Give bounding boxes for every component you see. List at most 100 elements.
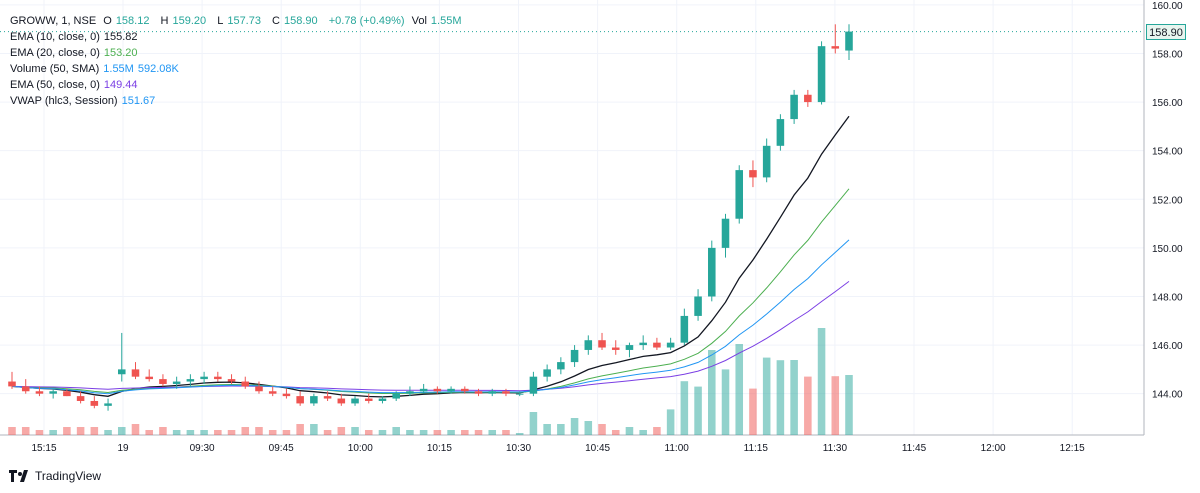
candle-body: [529, 376, 538, 394]
legend-change: +0.78 (+0.49%): [328, 15, 405, 27]
candle-body: [611, 347, 620, 350]
x-tick-label: 12:00: [981, 443, 1006, 454]
legend-close-value: 158.90: [284, 15, 318, 27]
legend-volume-sma[interactable]: Volume (50, SMA) 1.55M 592.08K: [10, 61, 470, 77]
volume-bar: [653, 427, 661, 435]
volume-bar: [543, 424, 551, 435]
volume-bar: [666, 409, 675, 435]
tradingview-logo-icon: [9, 470, 28, 482]
candle-body: [131, 369, 140, 377]
ema50-line: [11, 280, 850, 392]
volume-bar: [598, 424, 606, 435]
volume-bar: [35, 430, 44, 435]
candle-body: [200, 376, 208, 380]
volume-bar: [611, 430, 620, 435]
volume-bar: [159, 427, 167, 435]
candle-body: [268, 391, 277, 394]
candle-body: [323, 396, 332, 399]
ema10-line: [11, 115, 850, 398]
volume-bar: [378, 430, 387, 435]
candle-body: [419, 388, 428, 392]
legend-ema50[interactable]: EMA (50, close, 0) 149.44: [10, 77, 470, 93]
candle-body: [694, 296, 702, 316]
legend-open-label: O: [103, 15, 112, 27]
legend-volume-value: 1.55M: [430, 15, 462, 27]
candle-body: [639, 342, 647, 346]
legend-volume-label: Vol: [411, 15, 427, 27]
candle-body: [117, 369, 126, 375]
y-tick-label: 158.00: [1152, 49, 1183, 60]
candle-body: [378, 398, 387, 401]
volume-bar: [186, 430, 195, 435]
candle-body: [406, 391, 414, 394]
candle-body: [76, 396, 85, 401]
legend-volume-sma-value: 1.55M: [103, 63, 134, 75]
volume-bar: [227, 430, 236, 435]
candle-body: [364, 398, 373, 401]
x-tick-label: 10:45: [585, 443, 610, 454]
x-tick-label: 19: [117, 443, 129, 454]
candle-body: [762, 145, 771, 178]
legend-symbol[interactable]: GROWW, 1, NSE: [10, 15, 97, 27]
volume-bar: [282, 430, 291, 435]
volume-bar: [474, 430, 483, 435]
volume-bar: [200, 430, 208, 435]
candle-body: [721, 218, 730, 248]
tradingview-brand[interactable]: TradingView: [9, 469, 101, 483]
volume-bar: [762, 357, 771, 435]
legend-high-label: H: [160, 15, 169, 27]
candle-body: [817, 46, 826, 103]
y-tick-label: 160.00: [1152, 1, 1183, 12]
y-tick-label: 146.00: [1152, 341, 1183, 352]
legend-ema20[interactable]: EMA (20, close, 0) 153.20: [10, 45, 470, 61]
candle-body: [392, 393, 400, 399]
y-tick-label: 144.00: [1152, 390, 1183, 401]
legend-high-value: 159.20: [172, 15, 207, 27]
candle-body: [735, 170, 744, 219]
legend-ema10-name: EMA (10, close, 0): [10, 31, 100, 43]
legend-ema10[interactable]: EMA (10, close, 0) 155.82: [10, 29, 470, 45]
candle-body: [543, 369, 551, 377]
volume-bar: [351, 427, 359, 435]
legend-vwap[interactable]: VWAP (hlc3, Session) 151.67: [10, 93, 470, 109]
candle-body: [145, 376, 153, 380]
last-price-label: 158.90: [1146, 23, 1186, 40]
volume-bar: [721, 369, 730, 435]
candle-body: [598, 340, 606, 348]
candle-body: [90, 400, 99, 406]
volume-bar: [735, 344, 744, 435]
volume-bar: [310, 424, 318, 435]
x-tick-label: 10:00: [348, 443, 373, 454]
legend-volume-sma-value2: 592.08K: [137, 63, 179, 75]
volume-bar: [255, 427, 263, 435]
volume-bar: [131, 424, 140, 435]
volume-bar: [461, 430, 469, 435]
legend-ema50-value: 149.44: [103, 79, 138, 91]
x-tick-label: 11:30: [823, 443, 848, 454]
volume-bar: [296, 424, 304, 435]
y-tick-label: 154.00: [1152, 147, 1183, 158]
volume-bar: [790, 360, 798, 435]
y-tick-label: 156.00: [1152, 98, 1183, 109]
volume-bar: [323, 430, 332, 435]
candle-body: [159, 379, 167, 384]
legend-ema50-name: EMA (50, close, 0): [10, 79, 100, 91]
volume-bar: [639, 430, 647, 435]
volume-bar: [214, 430, 222, 435]
volume-bar: [831, 376, 840, 435]
volume-bar: [145, 430, 153, 435]
candle-body: [63, 391, 71, 397]
x-tick-label: 09:45: [269, 443, 294, 454]
candle-body: [461, 388, 469, 392]
x-tick-label: 11:15: [744, 443, 769, 454]
candle-body: [351, 398, 359, 404]
candle-body: [310, 396, 318, 404]
volume-bar: [21, 427, 30, 435]
candle-body: [447, 388, 455, 392]
legend-ema20-name: EMA (20, close, 0): [10, 47, 100, 59]
volume-bar: [268, 430, 277, 435]
x-tick-label: 11:00: [665, 443, 690, 454]
y-tick-label: 152.00: [1152, 195, 1183, 206]
volume-bar: [529, 412, 538, 435]
